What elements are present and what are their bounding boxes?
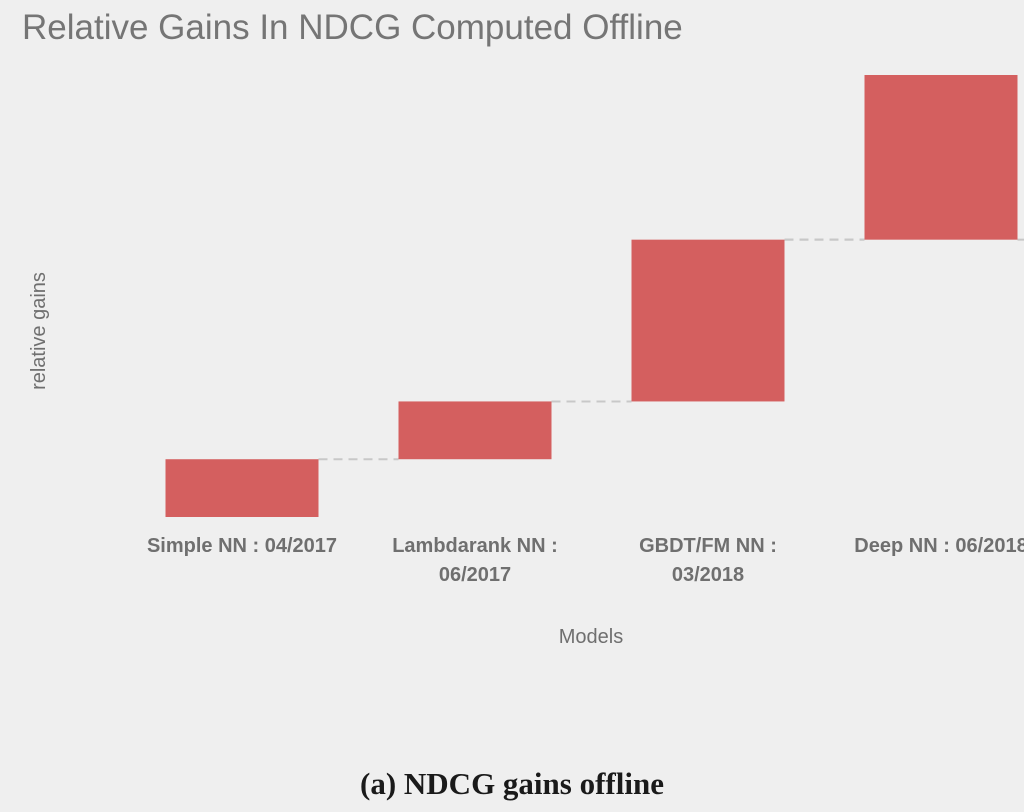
bar-4: [864, 75, 1018, 240]
x-tick-label-3: GBDT/FM NN : 03/2018: [639, 535, 777, 586]
x-tick-label-1: Simple NN : 04/2017: [147, 535, 337, 557]
x-tick-label-2: Lambdarank NN : 06/2017: [392, 535, 558, 586]
y-axis-label: relative gains: [28, 272, 50, 390]
x-axis-label: Models: [559, 626, 623, 648]
bar-3: [631, 239, 785, 402]
x-tick-label-line: Deep NN : 06/2018: [854, 535, 1024, 557]
chart-title: Relative Gains In NDCG Computed Offline: [22, 8, 683, 47]
x-tick-label-line: 06/2017: [439, 564, 511, 586]
figure-caption: (a) NDCG gains offline: [360, 766, 664, 801]
x-tick-label-4: Deep NN : 06/2018: [854, 535, 1024, 557]
bar-group: [165, 75, 1018, 517]
bar-1: [165, 459, 319, 517]
connector-lines: [318, 238, 1024, 461]
x-tick-label-line: Simple NN : 04/2017: [147, 535, 337, 557]
x-tick-label-line: GBDT/FM NN :: [639, 535, 777, 557]
bar-2: [398, 401, 552, 460]
x-tick-label-line: Lambdarank NN :: [392, 535, 558, 557]
x-tick-labels: Simple NN : 04/2017 Lambdarank NN : 06/201…: [147, 535, 1024, 586]
x-tick-label-line: 03/2018: [672, 564, 744, 586]
